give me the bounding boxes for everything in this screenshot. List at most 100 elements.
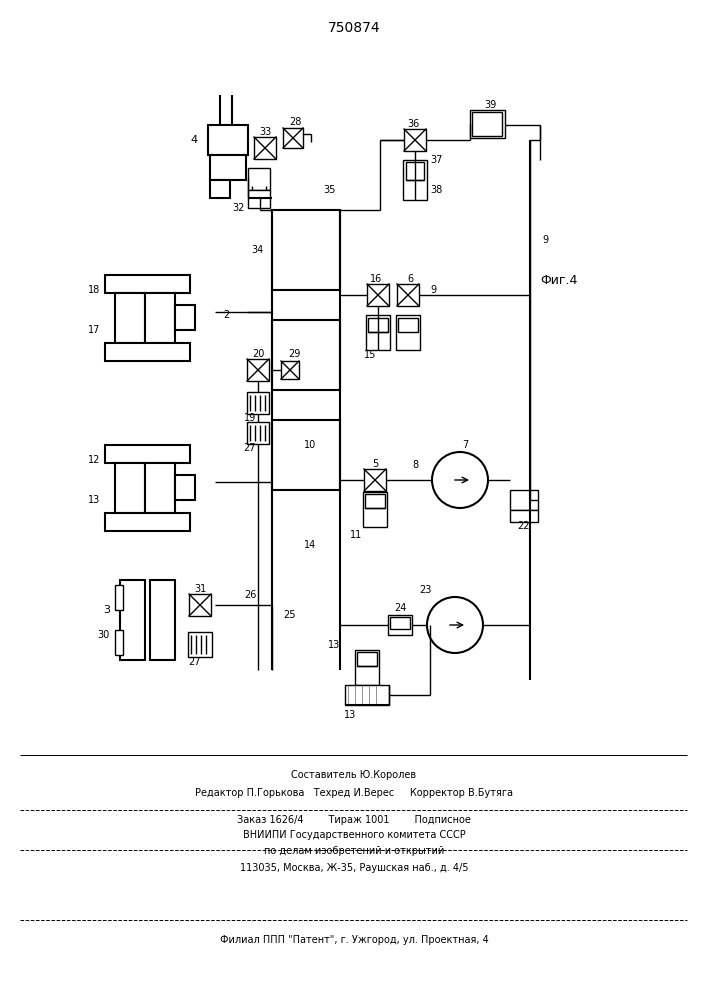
Text: 12: 12	[88, 455, 100, 465]
Text: 16: 16	[370, 274, 382, 284]
Text: 26: 26	[244, 590, 256, 600]
Bar	[175, 475, 195, 500]
Bar	[368, 318, 388, 332]
Bar	[145, 293, 175, 343]
Text: 750874: 750874	[327, 21, 380, 35]
Bar	[115, 463, 145, 513]
Text: 3: 3	[103, 605, 110, 615]
Bar	[364, 469, 386, 491]
Text: Фиг.4: Фиг.4	[540, 273, 578, 286]
Bar	[105, 343, 190, 361]
Bar	[115, 585, 123, 610]
Text: 20: 20	[252, 349, 264, 359]
Text: 18: 18	[88, 285, 100, 295]
Text: 2: 2	[223, 310, 229, 320]
Text: 37: 37	[430, 155, 443, 165]
Text: 34: 34	[252, 245, 264, 255]
Bar	[105, 275, 190, 293]
Text: 25: 25	[284, 610, 296, 620]
Text: 8: 8	[412, 460, 418, 470]
Text: 27: 27	[189, 657, 201, 667]
Bar	[406, 162, 424, 180]
Text: 17: 17	[88, 325, 100, 335]
Bar	[248, 190, 270, 208]
Circle shape	[427, 597, 483, 653]
Bar	[345, 685, 389, 705]
Bar	[105, 513, 190, 531]
Text: по делам изобретений и открытий: по делам изобретений и открытий	[264, 846, 444, 856]
Bar	[210, 180, 230, 198]
Text: 27: 27	[244, 443, 256, 453]
Text: 24: 24	[394, 603, 407, 613]
Text: 11: 11	[350, 530, 362, 540]
Text: 14: 14	[304, 540, 316, 550]
Text: 5: 5	[372, 459, 378, 469]
Circle shape	[432, 452, 488, 508]
Bar	[120, 580, 145, 660]
Bar	[208, 125, 248, 155]
Text: 28: 28	[289, 117, 301, 127]
Bar	[398, 318, 418, 332]
Text: 32: 32	[233, 203, 245, 213]
Bar	[365, 494, 385, 508]
Bar	[247, 422, 269, 444]
Text: 36: 36	[407, 119, 419, 129]
Text: 35: 35	[324, 185, 337, 195]
Text: 13: 13	[344, 710, 356, 720]
Text: 31: 31	[194, 584, 206, 594]
Bar	[272, 210, 340, 290]
Text: 113035, Москва, Ж-35, Раушская наб., д. 4/5: 113035, Москва, Ж-35, Раушская наб., д. …	[240, 863, 468, 873]
Text: 6: 6	[407, 274, 413, 284]
Text: 22: 22	[518, 521, 530, 531]
Bar	[247, 359, 269, 381]
Bar	[272, 320, 340, 390]
Bar	[105, 445, 190, 463]
Bar	[283, 128, 303, 148]
Bar	[510, 510, 538, 522]
Text: Редактор П.Горькова   Техред И.Верес     Корректор В.Бутяга: Редактор П.Горькова Техред И.Верес Корре…	[195, 788, 513, 798]
Bar	[145, 463, 175, 513]
Text: 7: 7	[462, 440, 468, 450]
Text: ВНИИПИ Государственного комитета СССР: ВНИИПИ Государственного комитета СССР	[243, 830, 465, 840]
Text: 38: 38	[430, 185, 443, 195]
Bar	[272, 420, 340, 490]
Bar	[355, 650, 379, 685]
Text: 39: 39	[484, 100, 496, 110]
Bar	[115, 630, 123, 655]
Text: 4: 4	[191, 135, 198, 145]
Bar	[366, 315, 390, 350]
Text: 15: 15	[364, 350, 376, 360]
Bar	[189, 594, 211, 616]
Bar	[115, 293, 145, 343]
Bar	[367, 284, 389, 306]
Bar	[510, 490, 538, 510]
Bar	[175, 305, 195, 330]
Bar	[357, 652, 377, 666]
Text: 10: 10	[304, 440, 316, 450]
Text: 13: 13	[88, 495, 100, 505]
Text: 9: 9	[430, 285, 436, 295]
Text: Составитель Ю.Королев: Составитель Ю.Королев	[291, 770, 416, 780]
Bar	[472, 112, 502, 136]
Bar	[388, 615, 412, 635]
Text: Заказ 1626/4        Тираж 1001        Подписное: Заказ 1626/4 Тираж 1001 Подписное	[237, 815, 471, 825]
Text: 29: 29	[288, 349, 300, 359]
Text: 19: 19	[244, 413, 256, 423]
Bar	[396, 315, 420, 350]
Text: 33: 33	[259, 127, 271, 137]
Bar	[247, 392, 269, 414]
Bar	[248, 168, 270, 190]
Bar	[254, 137, 276, 159]
Bar	[210, 155, 246, 180]
Bar	[390, 617, 410, 629]
Text: 23: 23	[419, 585, 431, 595]
Bar	[281, 361, 299, 379]
Bar	[404, 129, 426, 151]
Text: Филиал ППП "Патент", г. Ужгород, ул. Проектная, 4: Филиал ППП "Патент", г. Ужгород, ул. Про…	[220, 935, 489, 945]
Text: 13: 13	[328, 640, 340, 650]
Bar	[188, 632, 212, 657]
Bar	[397, 284, 419, 306]
Text: 30: 30	[98, 630, 110, 640]
Text: 9: 9	[542, 235, 548, 245]
Bar	[363, 492, 387, 527]
